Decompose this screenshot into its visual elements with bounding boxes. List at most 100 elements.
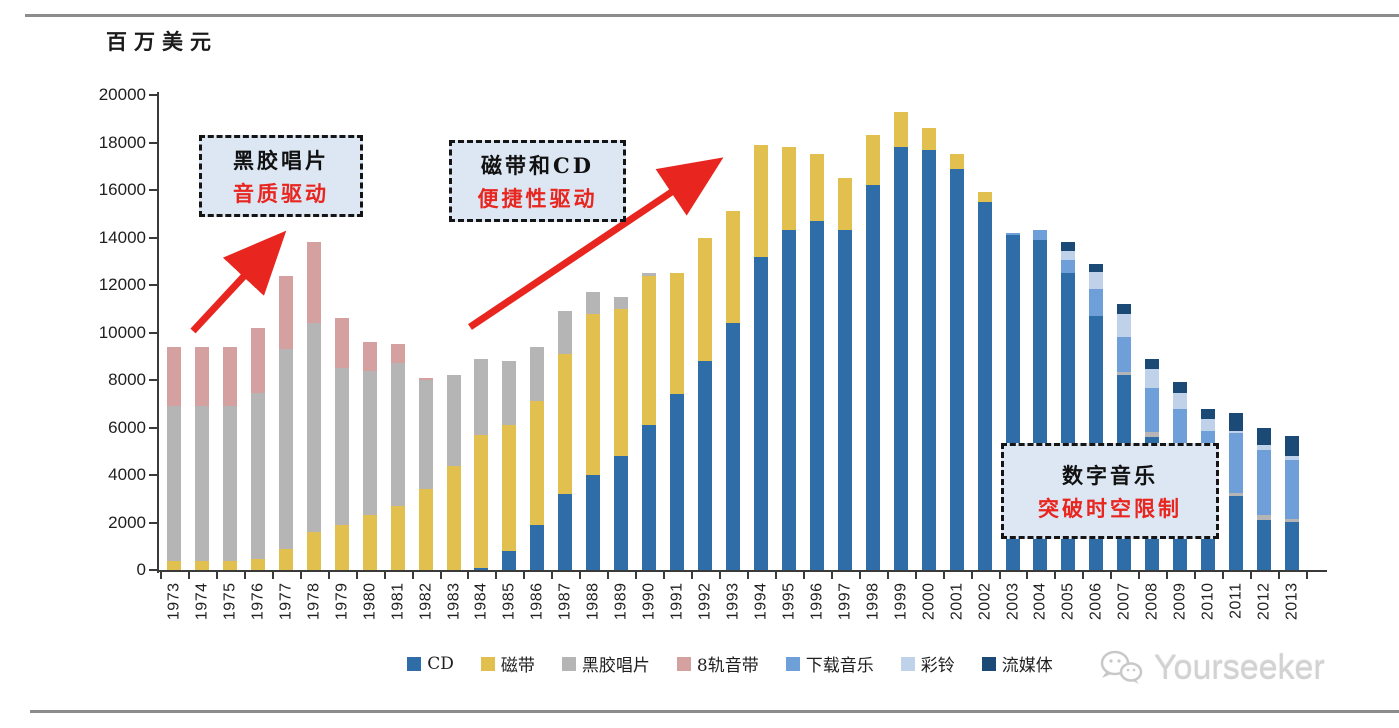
x-axis-tick: [998, 572, 1001, 579]
bar-1994: [753, 144, 768, 570]
bar-segment: [362, 342, 377, 371]
legend-swatch: [981, 656, 996, 671]
bar-segment: [1229, 431, 1244, 434]
x-axis-label-1997: 1997: [836, 582, 854, 621]
bar-segment: [809, 220, 824, 570]
x-axis-label-1982: 1982: [417, 582, 435, 621]
x-axis-label-2004: 2004: [1031, 582, 1049, 621]
bar-segment: [753, 144, 768, 257]
x-axis-tick: [1278, 572, 1280, 579]
bar-segment: [614, 296, 629, 309]
legend-swatch: [676, 656, 691, 671]
bar-segment: [334, 368, 349, 525]
y-axis-tick-label: 20000: [98, 85, 146, 104]
annotation-title: 黑胶唱片: [233, 147, 329, 173]
bar-segment: [1117, 337, 1132, 372]
bar-segment: [893, 147, 908, 570]
bar-segment: [977, 201, 992, 570]
y-axis-tick-label: 10000: [98, 322, 146, 342]
bar-segment: [194, 560, 209, 570]
x-axis-tick: [914, 572, 917, 579]
bar-segment: [250, 393, 265, 560]
x-axis-tick: [886, 572, 889, 579]
x-axis-tick: [1250, 572, 1253, 579]
legend-label: 流媒体: [1001, 656, 1053, 676]
bar-segment: [1285, 518, 1299, 523]
bar-segment: [837, 230, 852, 570]
x-axis-label-1998: 1998: [864, 582, 882, 621]
x-axis-tick: [858, 572, 861, 579]
x-axis-tick: [439, 572, 442, 579]
bar-segment: [1061, 242, 1076, 251]
legend-swatch: [561, 656, 576, 671]
x-axis-tick: [551, 572, 554, 579]
bar-1980: [362, 342, 377, 570]
x-axis-tick: [411, 572, 414, 579]
y-axis-tick-label: 0: [136, 560, 146, 579]
bar-segment: [530, 346, 545, 402]
y-axis-tick-label: 8000: [108, 370, 146, 389]
bar-segment: [1005, 232, 1020, 236]
bar-segment: [1145, 358, 1160, 369]
bar-segment: [334, 524, 349, 570]
x-axis-tick: [1082, 572, 1085, 579]
bar-segment: [670, 273, 685, 395]
bar-1986: [530, 346, 545, 570]
y-axis-tick: [149, 474, 157, 476]
x-axis-tick: [523, 572, 526, 579]
x-axis-label-1995: 1995: [780, 582, 798, 621]
x-axis-label-1986: 1986: [528, 582, 546, 621]
x-axis-label-1992: 1992: [696, 582, 714, 621]
bar-segment: [1285, 435, 1299, 457]
y-axis-tick: [149, 94, 157, 96]
y-axis-tick: [149, 521, 157, 524]
bar-1982: [418, 377, 433, 570]
bar-segment: [1285, 459, 1299, 519]
bar-segment: [390, 505, 405, 570]
bar-1985: [502, 361, 517, 570]
x-axis-label-1987: 1987: [556, 582, 574, 621]
bar-segment: [1061, 260, 1076, 274]
bar-segment: [1201, 408, 1216, 420]
x-axis-label-1979: 1979: [333, 582, 351, 621]
x-axis-label-2008: 2008: [1143, 582, 1161, 621]
bar-segment: [586, 292, 601, 314]
legend-swatch: [785, 656, 800, 671]
bar-segment: [1285, 522, 1299, 570]
bar-2011: [1229, 413, 1244, 570]
annotation-subtitle: 便捷性驱动: [477, 185, 598, 211]
bar-segment: [1033, 230, 1048, 240]
x-axis-label-2000: 2000: [920, 582, 938, 621]
annotation-vinyl-era: 黑胶唱片 音质驱动: [199, 135, 363, 217]
bar-segment: [1229, 433, 1244, 493]
bottom-divider: [30, 710, 1399, 713]
bar-1998: [865, 135, 880, 570]
bar-1976: [250, 327, 265, 570]
bar-segment: [390, 363, 405, 506]
x-axis-label-2009: 2009: [1171, 582, 1189, 621]
bar-2012: [1257, 428, 1272, 570]
bar-segment: [670, 394, 685, 570]
y-axis-tick: [149, 141, 157, 144]
bar-1996: [809, 154, 824, 570]
bar-segment: [167, 346, 181, 407]
bar-segment: [418, 380, 433, 490]
x-axis-tick: [1110, 572, 1113, 579]
bar-2001: [949, 154, 964, 570]
y-axis-tick: [149, 189, 157, 191]
x-axis-tick: [327, 572, 330, 579]
bar-1983: [446, 375, 461, 570]
bar-segment: [698, 237, 713, 361]
bar-1974: [194, 346, 209, 570]
legend-item-彩铃: 彩铃: [900, 651, 955, 676]
legend-label: 磁带: [500, 656, 535, 676]
bar-segment: [781, 147, 796, 231]
bar-segment: [306, 323, 321, 532]
x-axis-tick: [160, 572, 162, 579]
x-axis-label-1975: 1975: [221, 582, 239, 621]
bar-segment: [781, 230, 796, 570]
x-axis-label-1996: 1996: [808, 582, 826, 621]
x-axis-label-1993: 1993: [724, 582, 742, 621]
x-axis-tick: [495, 572, 498, 579]
x-axis-tick: [691, 572, 694, 579]
